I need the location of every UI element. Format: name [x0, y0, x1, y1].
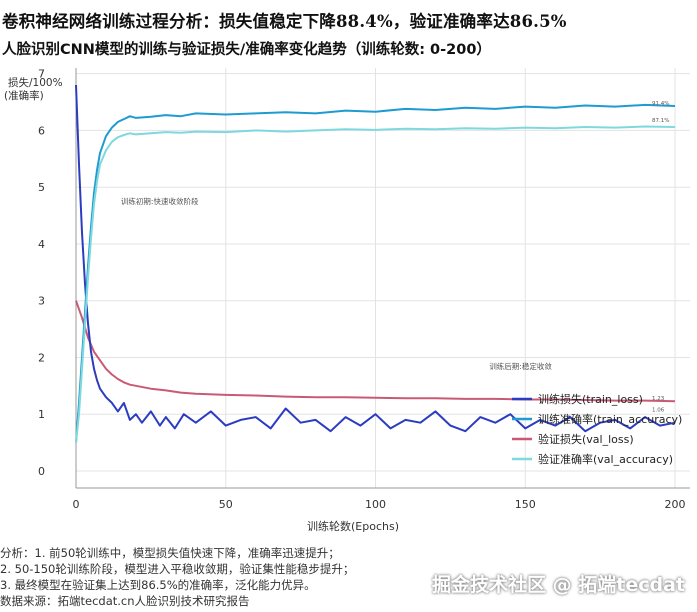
x-tick-label: 0	[73, 498, 80, 511]
note-line: 3. 最终模型在验证集上达到86.5%的准确率，泛化能力优异。	[0, 578, 316, 592]
legend-label: 训练准确率(train_accuracy)	[538, 412, 682, 426]
line-chart: 0 50 100 150 200 0 1 2 3 4 5 6 7 训练轮数(Epochs) 损失/100%(…	[4, 68, 690, 533]
note-line: 2. 50-150轮训练阶段，模型进入平稳收敛期，验证集性能稳步提升；	[0, 562, 355, 576]
analysis-notes: 分析：1. 前50轮训练中，模型损失值快速下降，准确率迅速提升； 2. 50-1…	[0, 545, 354, 609]
annotation-label: 训练后期:稳定收敛	[489, 361, 552, 371]
y-tick-label: 3	[38, 295, 45, 308]
y-tick-label: 4	[38, 238, 45, 251]
y-tick-label: 1	[38, 408, 45, 421]
x-tick-label: 200	[665, 498, 686, 511]
series-line	[75, 125, 676, 443]
annotation-label: 1.23	[652, 396, 665, 402]
annotation-label: 87.1%	[652, 118, 669, 124]
chart-title: 卷积神经网络训练过程分析：损失值稳定下降88.4%，验证准确率达86.5%	[2, 12, 567, 31]
annotation-label: 训练初期:快速收敛阶段	[121, 196, 199, 206]
legend-label: 验证损失(val_loss)	[538, 432, 634, 446]
watermark: 掘金技术社区 @ 拓端tecdat	[432, 574, 685, 596]
y-tick-label: 6	[38, 124, 45, 137]
y-tick-label: 5	[38, 181, 45, 194]
annotation-label: 91.4%	[652, 101, 669, 107]
legend-label: 验证准确率(val_accuracy)	[538, 452, 673, 466]
x-tick-label: 150	[515, 498, 536, 511]
y-tick-label: 2	[38, 351, 45, 364]
x-tick-label: 50	[219, 498, 233, 511]
legend-label: 训练损失(train_loss)	[538, 392, 643, 406]
y-axis-label: 损失/100% (准确率)	[4, 76, 63, 102]
grid	[75, 68, 690, 488]
axes: 0 50 100 150 200 0 1 2 3 4 5 6 7 训练轮数(Epochs) 损失/100%(…	[4, 68, 690, 533]
x-tick-label: 100	[365, 498, 386, 511]
note-source: 数据来源：拓端tecdat.cn人脸识别技术研究报告	[0, 594, 250, 608]
x-axis-label: 训练轮数(Epochs)	[307, 519, 399, 533]
y-tick-label: 0	[38, 465, 45, 478]
chart-subtitle: 人脸识别CNN模型的训练与验证损失/准确率变化趋势（训练轮数: 0-200）	[2, 42, 491, 58]
note-line: 分析：1. 前50轮训练中，模型损失值快速下降，准确率迅速提升；	[0, 546, 340, 560]
legend: 训练损失(train_loss) 训练准确率(train_accuracy) 验证损…	[512, 392, 682, 466]
annotation-label: 1.06	[652, 407, 665, 413]
y-tick-label: 7	[38, 68, 45, 81]
series-line	[75, 84, 676, 433]
